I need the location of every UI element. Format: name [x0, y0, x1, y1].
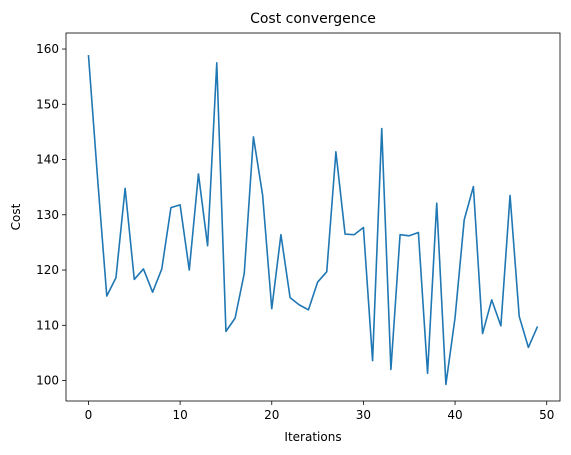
y-tick-label: 130 [36, 208, 59, 222]
x-tick-label: 50 [539, 408, 554, 422]
x-axis-label: Iterations [284, 430, 341, 444]
x-tick-label: 40 [447, 408, 462, 422]
y-tick-label: 100 [36, 374, 59, 388]
cost-series-line [87, 55, 539, 386]
y-tick-label: 150 [36, 97, 59, 111]
y-tick-label: 120 [36, 263, 59, 277]
plot-area [87, 55, 539, 386]
y-axis: 100 110 120 130 140 150 160 [36, 42, 66, 388]
x-tick-label: 30 [356, 408, 371, 422]
y-tick-label: 110 [36, 318, 59, 332]
plot-frame [65, 32, 561, 402]
x-tick-label: 20 [264, 408, 279, 422]
y-tick-label: 160 [36, 42, 59, 56]
x-axis: 0 10 20 30 40 50 [85, 401, 554, 422]
x-tick-label: 10 [172, 408, 187, 422]
y-axis-label: Cost [9, 203, 23, 230]
y-tick-label: 140 [36, 153, 59, 167]
chart-title: Cost convergence [250, 11, 376, 27]
x-tick-label: 0 [85, 408, 93, 422]
